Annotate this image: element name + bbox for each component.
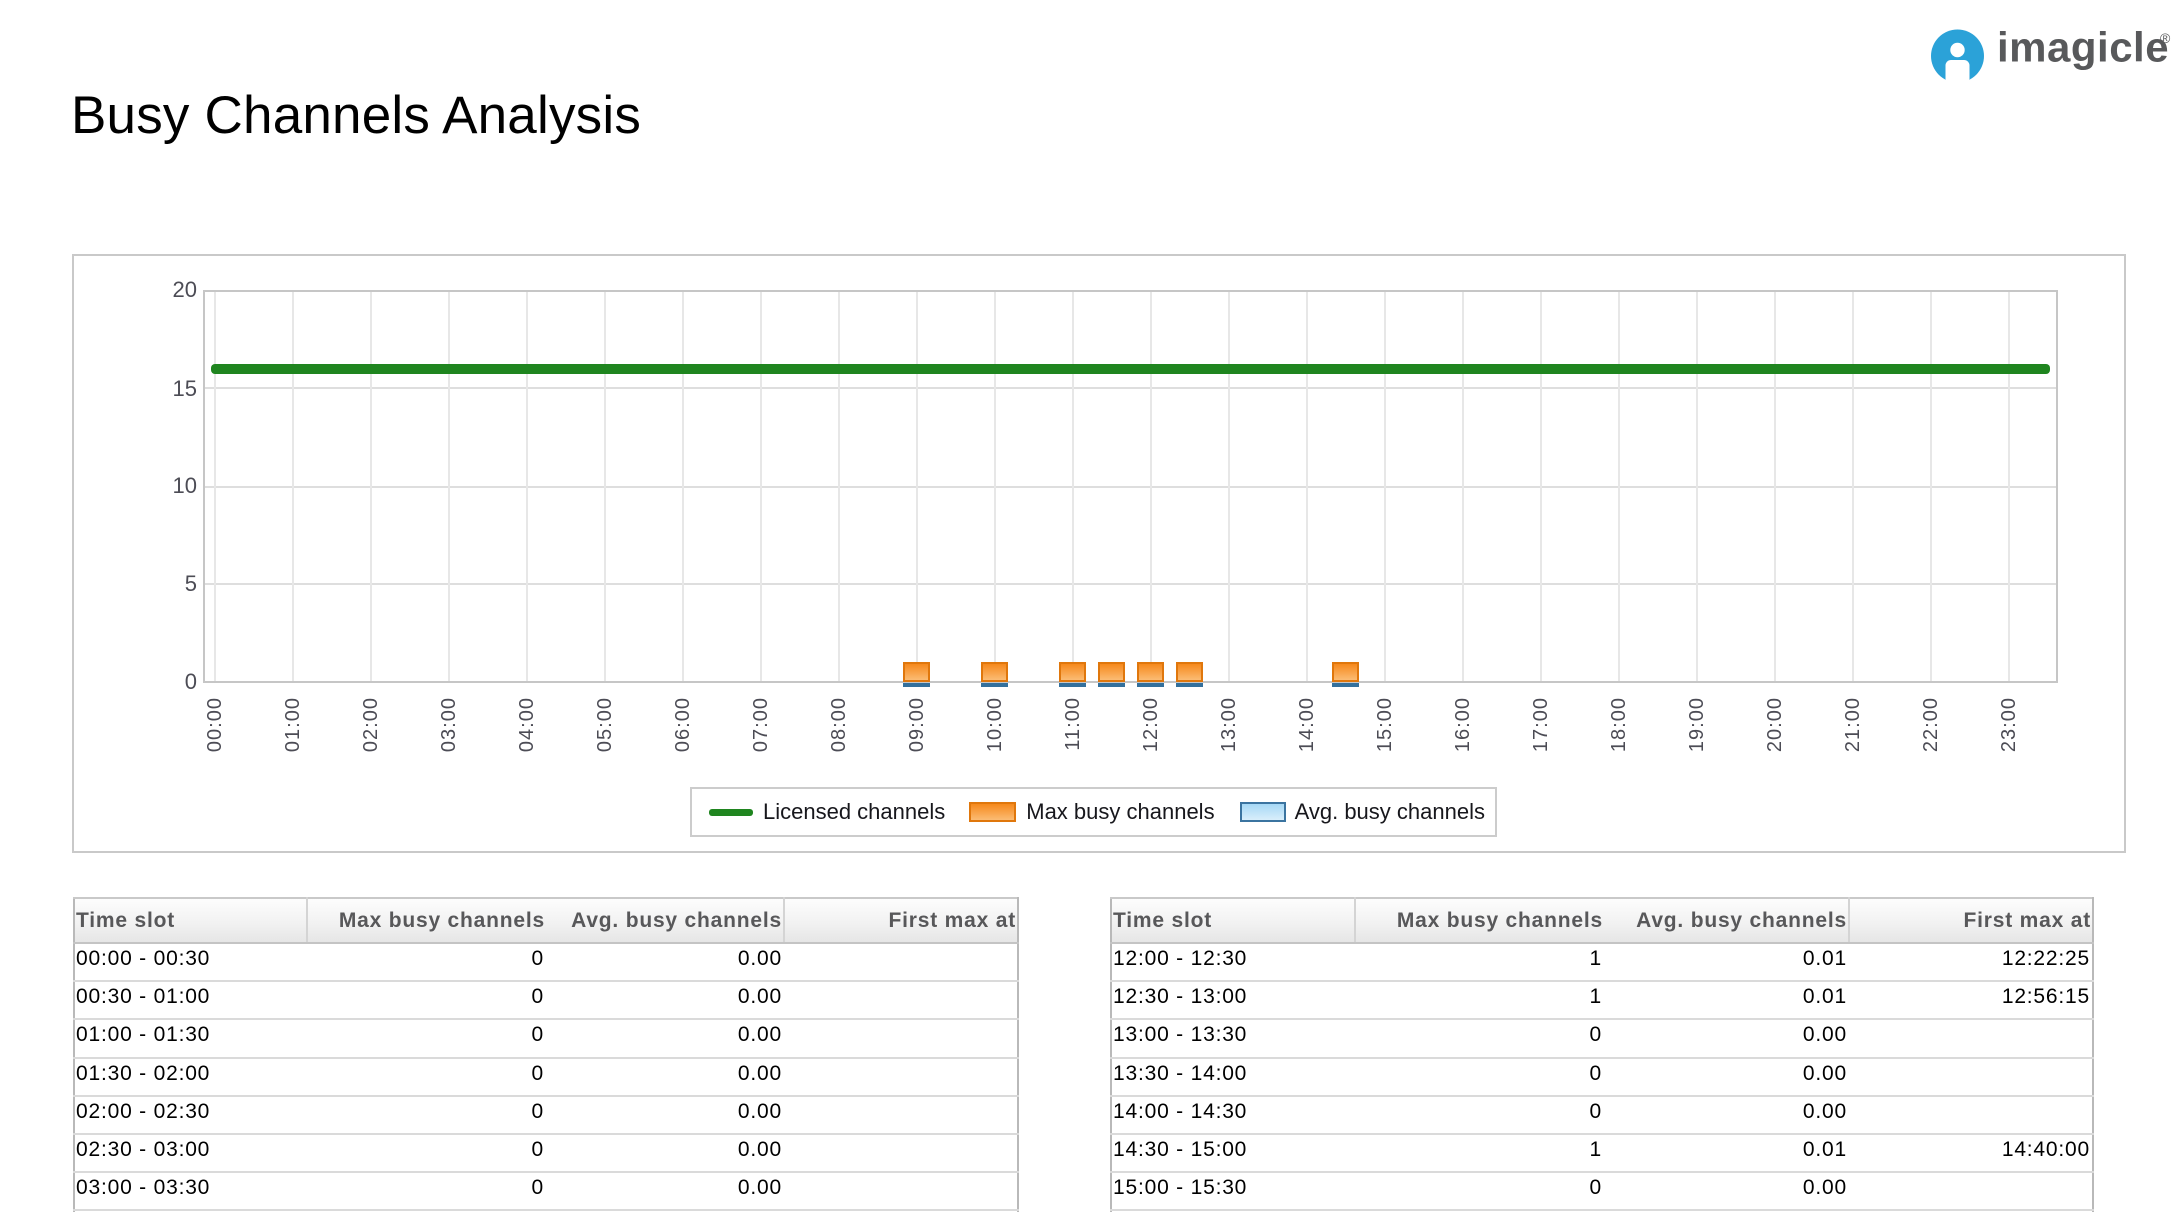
svg-text:imagicle: imagicle <box>1997 26 2169 71</box>
svg-text:®: ® <box>2160 30 2171 46</box>
